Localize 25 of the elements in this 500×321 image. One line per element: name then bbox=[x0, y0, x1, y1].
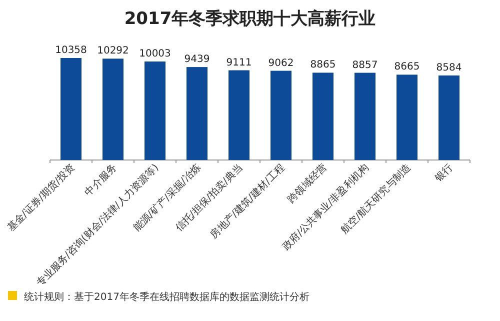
text: 统计规则：基于2017年冬季在线招聘数据库的数据监测统计分析 bbox=[24, 291, 310, 303]
bar bbox=[60, 58, 82, 160]
data-label: 10003 bbox=[139, 48, 171, 60]
bar bbox=[438, 75, 460, 160]
data-label: 10358 bbox=[55, 45, 87, 56]
data-label: 8865 bbox=[310, 60, 336, 71]
bar bbox=[312, 72, 334, 160]
chart-title: 2017年冬季求职期十大高薪行业 bbox=[124, 9, 376, 29]
data-label: 8665 bbox=[394, 62, 420, 73]
x-tick-label: 基金/证券/期货/投资 bbox=[4, 162, 78, 234]
data-label: 9439 bbox=[184, 54, 210, 66]
data-label: 8584 bbox=[436, 62, 462, 74]
data-label: 8857 bbox=[352, 60, 378, 71]
data-label: 9062 bbox=[268, 58, 294, 69]
data-label: 10292 bbox=[97, 46, 129, 57]
bar bbox=[354, 72, 376, 160]
x-tick-label: 中介服务 bbox=[82, 162, 120, 198]
bar bbox=[144, 61, 166, 160]
bar bbox=[102, 58, 124, 160]
bar bbox=[270, 70, 292, 160]
x-tick-label: 银行 bbox=[432, 162, 456, 185]
bar bbox=[396, 74, 418, 160]
bar bbox=[228, 70, 250, 160]
data-label: 9111 bbox=[226, 57, 252, 68]
bar bbox=[186, 67, 208, 160]
